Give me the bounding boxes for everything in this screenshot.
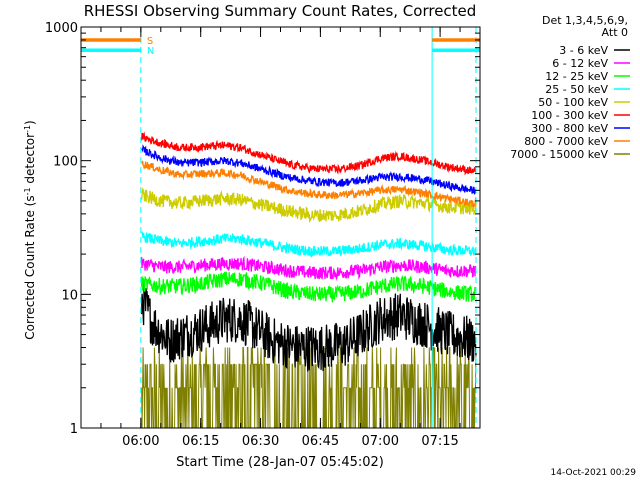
legend-label: 7000 - 15000 keV — [510, 148, 608, 161]
flag-s: S — [81, 36, 480, 47]
series-line — [141, 160, 477, 208]
x-tick-label: 06:15 — [182, 434, 219, 449]
series-line — [140, 255, 477, 281]
axes: 1 10 100 1000 06:00 06:15 06:30 06:45 07:00 07:15 — [45, 21, 481, 449]
chart-title: RHESSI Observing Summary Count Rates, Co… — [84, 2, 477, 20]
x-tick-label: 07:15 — [421, 434, 458, 449]
y-tick-label: 1 — [70, 422, 78, 437]
series-line — [140, 271, 477, 303]
legend-item: 12 - 25 keV — [545, 70, 630, 83]
legend-label: 800 - 7000 keV — [524, 135, 608, 148]
legend-label: 300 - 800 keV — [531, 122, 608, 135]
legend-item: 25 - 50 keV — [545, 83, 630, 96]
x-tick-label: 06:00 — [122, 434, 159, 449]
svg-text:Corrected Count Rate (s-1 dete: Corrected Count Rate (s-1 detector-1) — [23, 120, 38, 339]
y-label-mid: detector — [23, 133, 37, 188]
series-line — [140, 131, 477, 176]
legend-item: 100 - 300 keV — [531, 109, 630, 122]
legend-item: 3 - 6 keV — [559, 44, 630, 57]
y-axis-label: Corrected Count Rate (s-1 detector-1) — [23, 120, 38, 339]
vertical-markers — [80, 27, 477, 428]
legend-label: 3 - 6 keV — [559, 44, 608, 57]
y-tick-label: 1000 — [45, 21, 78, 36]
legend-item: 800 - 7000 keV — [524, 135, 630, 148]
series-25-50-kev — [141, 231, 477, 258]
series-line — [141, 231, 477, 258]
legend-item: 300 - 800 keV — [531, 122, 630, 135]
state-flags: SN — [81, 36, 480, 57]
x-tick-label: 06:30 — [242, 434, 279, 449]
y-label-end: ) — [23, 120, 37, 125]
y-label-main: Corrected Count Rate (s — [23, 195, 37, 339]
series-6-12-kev — [140, 255, 477, 281]
series-line — [140, 280, 477, 372]
series-100-300-kev — [140, 131, 477, 176]
legend-label: 12 - 25 keV — [545, 70, 608, 83]
legend-item: 50 - 100 keV — [538, 96, 630, 109]
flag-label: S — [147, 36, 153, 47]
series-3-6-kev — [140, 280, 477, 372]
y-tick-label: 100 — [53, 155, 78, 170]
legend-label: 100 - 300 keV — [531, 109, 608, 122]
x-tick-label: 06:45 — [302, 434, 339, 449]
y-label-sup1: -1 — [23, 187, 32, 195]
legend-label: 6 - 12 keV — [552, 57, 608, 70]
legend-item: 6 - 12 keV — [552, 57, 630, 70]
series-line — [141, 144, 477, 195]
legend-item: 7000 - 15000 keV — [510, 148, 630, 161]
x-tick-label: 07:00 — [362, 434, 399, 449]
series-800-7000-kev — [141, 160, 477, 208]
legend-header: Att 0 — [602, 26, 628, 39]
series-line — [140, 187, 477, 224]
legend-label: 25 - 50 keV — [545, 83, 608, 96]
series-layer — [140, 131, 477, 429]
legend-label: 50 - 100 keV — [538, 96, 608, 109]
series-50-100-kev — [140, 187, 477, 224]
series-300-800-kev — [141, 144, 477, 195]
series-12-25-kev — [140, 271, 477, 303]
y-label-sup2: -1 — [23, 125, 32, 133]
y-tick-label: 10 — [61, 288, 78, 303]
legend-header: Det 1,3,4,5,6,9, — [542, 14, 628, 27]
footer-date: 14-Oct-2021 00:29 — [551, 468, 637, 478]
x-axis-label: Start Time (28-Jan-07 05:45:02) — [176, 455, 384, 470]
flag-label: N — [147, 46, 154, 57]
flag-n: N — [81, 46, 480, 57]
